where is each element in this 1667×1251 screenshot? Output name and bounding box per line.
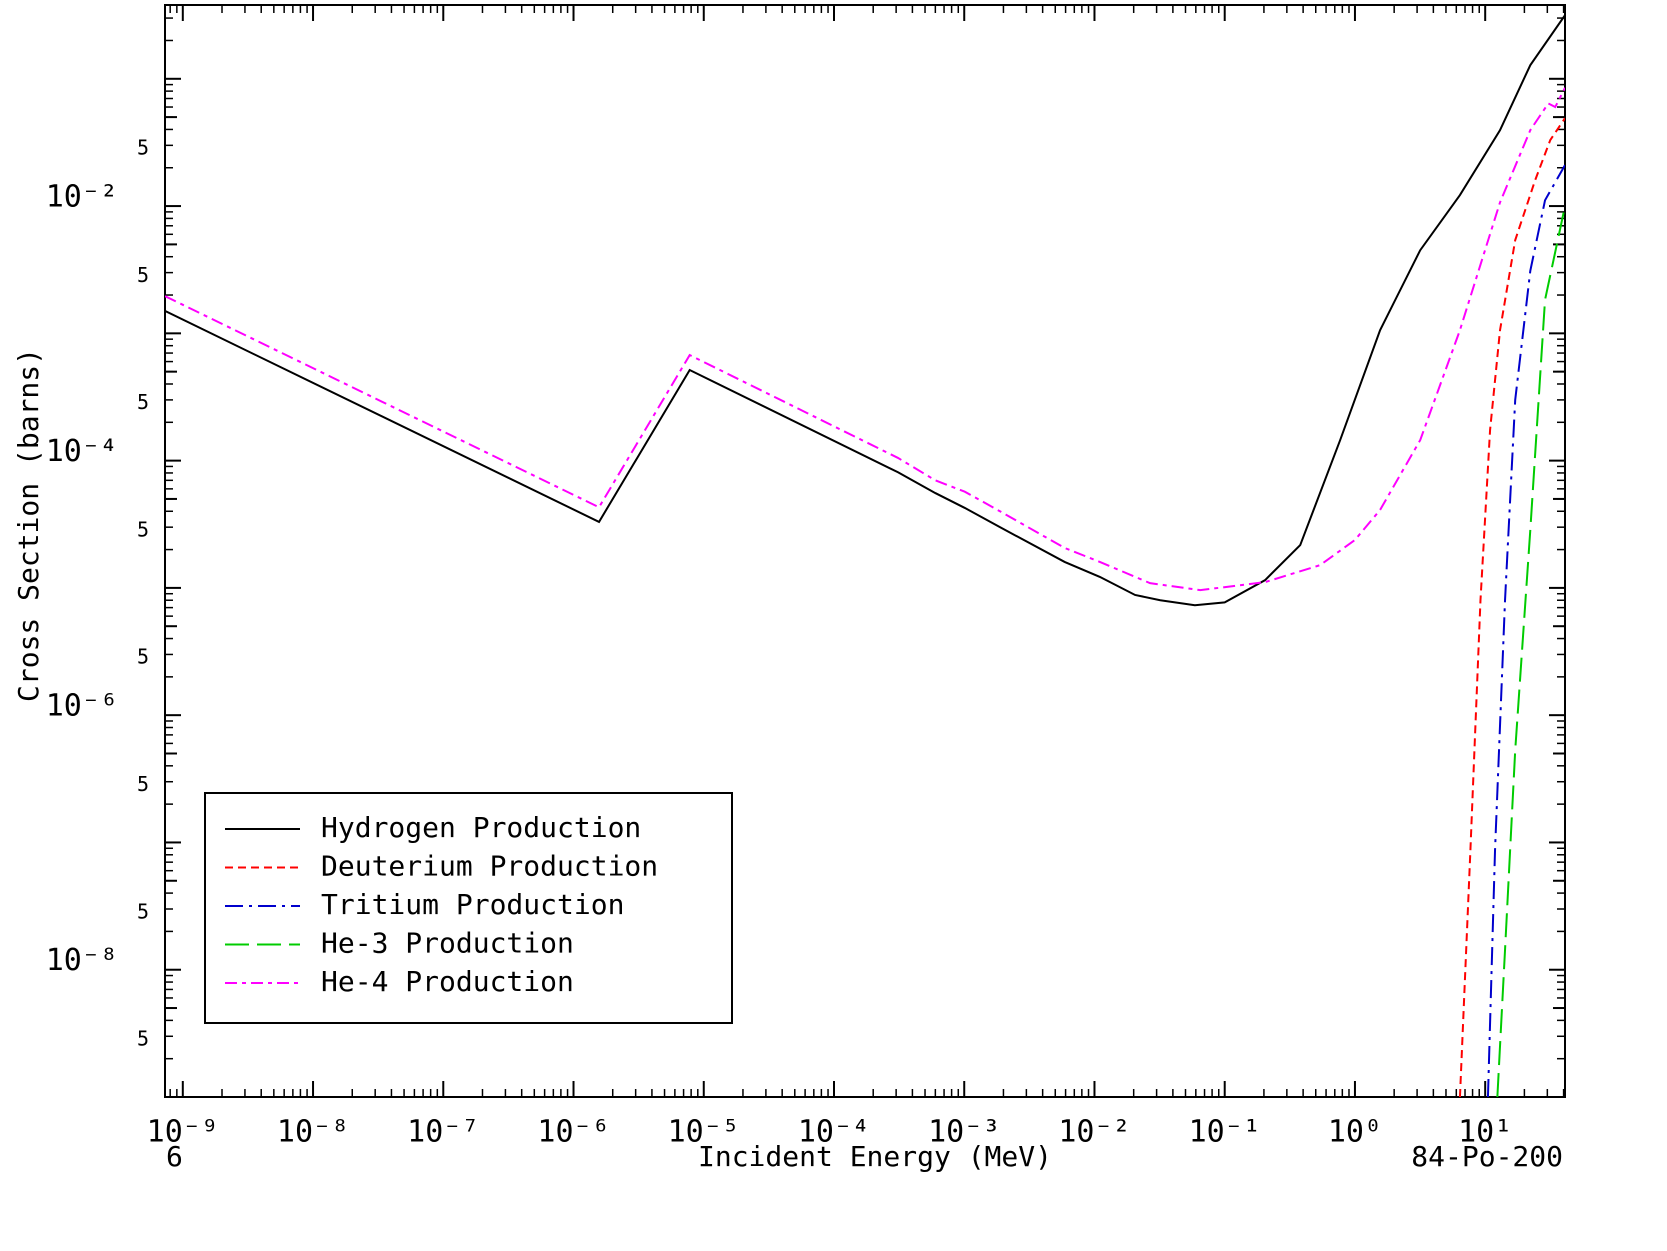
annotation: 6 [166,1140,183,1173]
y-tick-label: 5 [137,645,149,669]
annotation: 84-Po-200 [1411,1140,1563,1173]
legend-box [204,792,733,1024]
plot-frame [164,4,1566,1098]
plot-area [165,14,1565,1097]
y-tick-label: 5 [137,772,149,796]
y-tick-label: 5 [137,899,149,923]
legend: Hydrogen Production Deuterium Production T… [204,792,733,1024]
y-tick-label: 10⁻² [46,180,118,215]
x-tick-label: 10⁻⁸ [277,1115,349,1150]
x-tick-label: 10⁻² [1058,1115,1130,1150]
x-tick-label: 10⁻³ [928,1115,1000,1150]
series-line [165,87,1565,592]
y-tick-label: 10⁻⁴ [46,434,118,469]
y-tick-label: 5 [137,1027,149,1051]
y-axis-label: Cross Section (barns) [12,348,45,702]
x-tick-label: 10¹ [1458,1115,1512,1150]
x-tick-label: 10⁻⁹ [147,1115,219,1150]
legend-label: Deuterium Production [321,850,658,883]
x-axis-label: Incident Energy (MeV) [698,1140,1052,1173]
y-tick-label: 10⁻⁸ [46,943,118,978]
legend-label: He-4 Production [321,965,574,998]
series-line [1486,164,1565,1097]
y-tick-label: 5 [137,517,149,541]
series-line [1496,205,1565,1097]
y-tick-label: 10⁻⁶ [46,689,118,724]
x-tick-label: 10⁻⁶ [537,1115,609,1150]
x-tick-label: 10⁻⁴ [798,1115,870,1150]
x-tick-label: 10⁰ [1328,1115,1382,1150]
y-tick-label: 5 [137,263,149,287]
x-tick-label: 10⁻¹ [1189,1115,1261,1150]
y-tick-label: 5 [137,390,149,414]
y-tick-label: 5 [137,136,149,160]
legend-label: He-3 Production [321,927,574,960]
legend-label: Hydrogen Production [321,811,641,844]
legend-label: Tritium Production [321,888,624,921]
series-line [165,14,1565,607]
x-tick-label: 10⁻⁵ [668,1115,740,1150]
x-tick-label: 10⁻⁷ [407,1115,479,1150]
series-line [1458,117,1565,1097]
